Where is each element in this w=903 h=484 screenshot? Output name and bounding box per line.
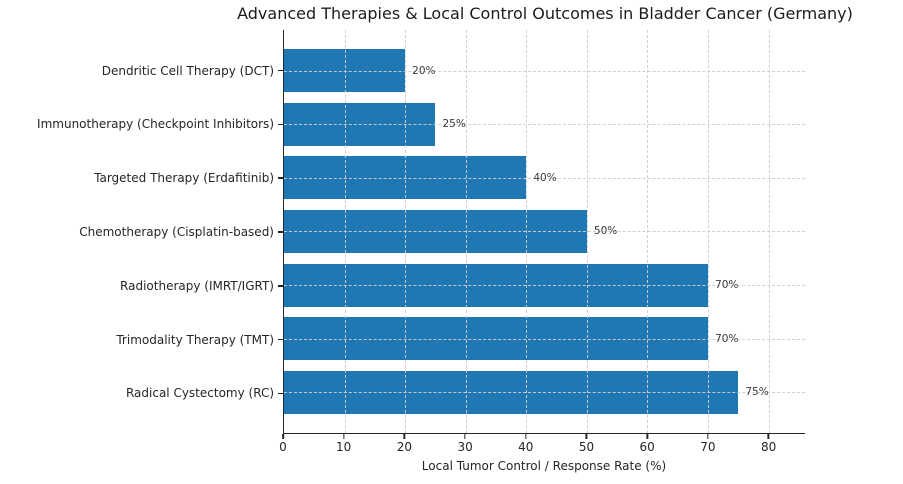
x-tick: 10 xyxy=(336,434,351,454)
y-tick-mark xyxy=(278,69,283,72)
gridline-horizontal xyxy=(284,177,805,179)
bar-row: 20% xyxy=(284,49,805,92)
x-tick-label: 60 xyxy=(639,440,655,454)
y-tick-mark xyxy=(278,177,283,179)
y-axis-row: Trimodality Therapy (TMT) xyxy=(0,318,283,361)
x-tick-label: 30 xyxy=(457,440,473,454)
gridline-horizontal xyxy=(284,124,805,126)
x-tick-mark xyxy=(403,434,406,439)
x-tick-mark xyxy=(342,434,345,439)
y-tick-mark xyxy=(278,392,283,395)
x-tick: 0 xyxy=(279,434,287,454)
bar-value-label: 70% xyxy=(715,332,739,345)
y-axis-row: Radiotherapy (IMRT/IGRT) xyxy=(0,264,283,307)
gridline-horizontal xyxy=(284,338,805,340)
bar-value-label: 40% xyxy=(533,171,557,184)
x-tick: 70 xyxy=(700,434,716,454)
x-tick-label: 20 xyxy=(396,440,413,454)
bar-row: 75% xyxy=(284,370,805,414)
bar-row: 50% xyxy=(284,209,805,253)
y-axis-row: Targeted Therapy (Erdafitinib) xyxy=(0,157,283,200)
gridline-horizontal xyxy=(284,285,805,287)
bar-value-label: 70% xyxy=(715,279,739,292)
y-axis-row: Radical Cystectomy (RC) xyxy=(0,372,283,415)
category-label: Radiotherapy (IMRT/IGRT) xyxy=(120,278,274,293)
category-label: Dendritic Cell Therapy (DCT) xyxy=(101,63,274,78)
y-axis-row: Immunotherapy (Checkpoint Inhibitors) xyxy=(0,103,283,146)
x-tick-mark xyxy=(525,434,527,439)
gridline-horizontal xyxy=(284,392,805,394)
x-tick: 80 xyxy=(761,434,776,454)
x-tick: 50 xyxy=(579,434,594,454)
x-tick-mark xyxy=(767,434,770,439)
category-label: Trimodality Therapy (TMT) xyxy=(116,332,274,347)
y-axis-row: Dendritic Cell Therapy (DCT) xyxy=(0,49,283,92)
x-tick-label: 40 xyxy=(518,440,534,454)
x-axis-title: Local Tumor Control / Response Rate (%) xyxy=(421,459,667,473)
x-tick-label: 10 xyxy=(336,440,352,454)
category-label: Immunotherapy (Checkpoint Inhibitors) xyxy=(37,117,274,132)
chart-title: Advanced Therapies & Local Control Outco… xyxy=(237,4,853,23)
category-label: Chemotherapy (Cisplatin-based) xyxy=(79,224,274,239)
gridline-horizontal xyxy=(284,231,805,233)
gridline-horizontal xyxy=(284,70,805,72)
x-tick-label: 70 xyxy=(700,440,716,454)
bar-value-label: 75% xyxy=(745,386,769,399)
category-label: Radical Cystectomy (RC) xyxy=(125,386,274,401)
bar-row: 70% xyxy=(284,317,805,361)
category-label: Targeted Therapy (Erdafitinib) xyxy=(94,171,274,186)
bar-row: 25% xyxy=(284,102,805,146)
x-tick-label: 0 xyxy=(279,440,287,454)
bar-value-label: 25% xyxy=(442,118,466,131)
plot-area: 20% 25% 40% 50% 70% 70% 75% xyxy=(283,30,805,434)
y-tick-mark xyxy=(278,285,283,287)
x-tick-label: 80 xyxy=(760,440,777,454)
x-tick-mark xyxy=(707,434,709,439)
y-tick-mark xyxy=(278,123,283,126)
bar-row: 40% xyxy=(284,156,805,200)
x-tick-mark xyxy=(585,434,588,439)
y-axis-row: Chemotherapy (Cisplatin-based) xyxy=(0,210,283,253)
x-axis: 0 10 20 30 40 50 60 70 80 xyxy=(279,434,805,460)
x-tick-mark xyxy=(464,434,466,439)
bars-area: 20% 25% 40% 50% 70% 70% 75% xyxy=(284,49,805,414)
x-tick-mark xyxy=(646,434,648,439)
x-tick: 30 xyxy=(457,434,473,454)
y-axis-category-labels: Dendritic Cell Therapy (DCT) Immunotherap… xyxy=(0,49,283,415)
x-tick: 60 xyxy=(640,434,655,454)
y-tick-mark xyxy=(278,231,283,233)
x-tick: 40 xyxy=(518,434,533,454)
bar-row: 70% xyxy=(284,263,805,307)
y-tick-mark xyxy=(278,338,283,341)
x-tick: 20 xyxy=(397,434,412,454)
bar-value-label: 20% xyxy=(412,64,436,77)
x-tick-mark xyxy=(282,434,284,439)
x-tick-label: 50 xyxy=(578,440,595,454)
bar-value-label: 50% xyxy=(593,225,618,238)
